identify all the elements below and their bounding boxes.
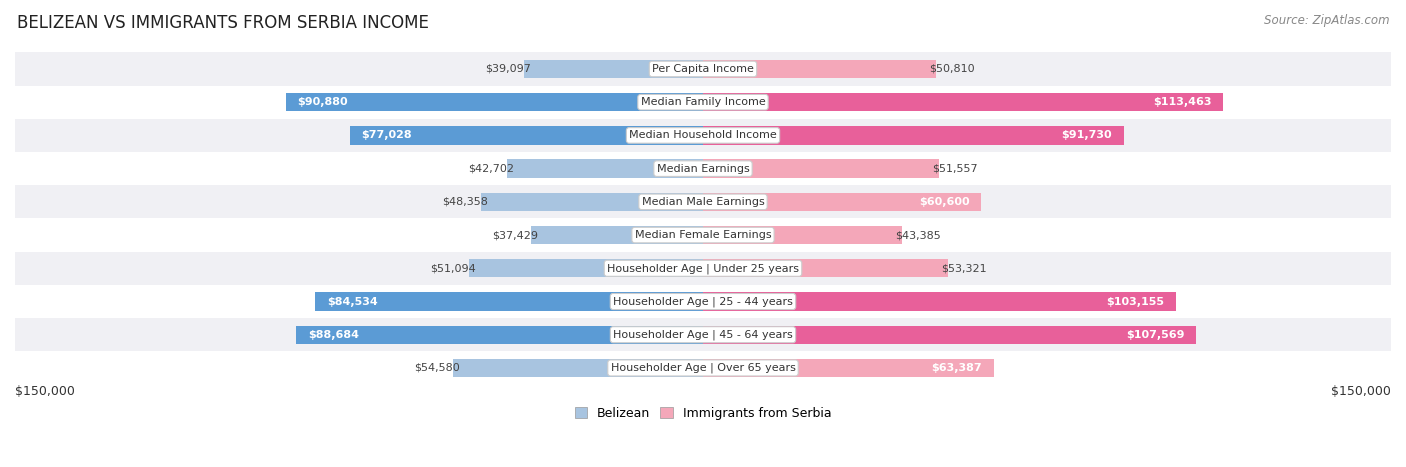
Bar: [350, 126, 703, 145]
Bar: [703, 160, 939, 178]
Bar: [15, 52, 1391, 85]
Text: Per Capita Income: Per Capita Income: [652, 64, 754, 74]
Bar: [15, 219, 1391, 252]
Text: Median Earnings: Median Earnings: [657, 163, 749, 174]
Text: $60,600: $60,600: [920, 197, 970, 207]
Text: Householder Age | 25 - 44 years: Householder Age | 25 - 44 years: [613, 296, 793, 307]
Text: $53,321: $53,321: [941, 263, 987, 273]
Bar: [297, 325, 703, 344]
Text: $88,684: $88,684: [308, 330, 359, 340]
Text: Householder Age | Under 25 years: Householder Age | Under 25 years: [607, 263, 799, 274]
Text: $54,580: $54,580: [413, 363, 460, 373]
Text: $63,387: $63,387: [932, 363, 983, 373]
Text: Median Household Income: Median Household Income: [628, 130, 778, 141]
Bar: [481, 193, 703, 211]
Text: BELIZEAN VS IMMIGRANTS FROM SERBIA INCOME: BELIZEAN VS IMMIGRANTS FROM SERBIA INCOM…: [17, 14, 429, 32]
Text: $51,557: $51,557: [932, 163, 979, 174]
Bar: [15, 85, 1391, 119]
Text: $37,429: $37,429: [492, 230, 538, 240]
Text: $103,155: $103,155: [1107, 297, 1164, 306]
Text: $39,097: $39,097: [485, 64, 530, 74]
Text: $48,358: $48,358: [443, 197, 488, 207]
Text: $42,702: $42,702: [468, 163, 515, 174]
Bar: [703, 226, 903, 244]
Bar: [468, 259, 703, 277]
Text: $91,730: $91,730: [1062, 130, 1112, 141]
Text: Median Family Income: Median Family Income: [641, 97, 765, 107]
Bar: [453, 359, 703, 377]
Text: Householder Age | Over 65 years: Householder Age | Over 65 years: [610, 363, 796, 373]
Bar: [703, 325, 1197, 344]
Text: Median Female Earnings: Median Female Earnings: [634, 230, 772, 240]
Bar: [15, 285, 1391, 318]
Text: $150,000: $150,000: [15, 385, 75, 398]
Bar: [15, 119, 1391, 152]
Bar: [15, 351, 1391, 384]
Text: Median Male Earnings: Median Male Earnings: [641, 197, 765, 207]
Text: $84,534: $84,534: [326, 297, 377, 306]
Text: $90,880: $90,880: [298, 97, 349, 107]
Legend: Belizean, Immigrants from Serbia: Belizean, Immigrants from Serbia: [569, 402, 837, 425]
Text: Source: ZipAtlas.com: Source: ZipAtlas.com: [1264, 14, 1389, 27]
Bar: [15, 152, 1391, 185]
Bar: [523, 60, 703, 78]
Bar: [703, 93, 1223, 111]
Bar: [531, 226, 703, 244]
Bar: [703, 359, 994, 377]
Bar: [15, 318, 1391, 351]
Text: $77,028: $77,028: [361, 130, 412, 141]
Bar: [703, 292, 1177, 311]
Bar: [508, 160, 703, 178]
Text: $50,810: $50,810: [929, 64, 974, 74]
Text: $113,463: $113,463: [1153, 97, 1212, 107]
Text: $150,000: $150,000: [1331, 385, 1391, 398]
Bar: [315, 292, 703, 311]
Bar: [703, 193, 981, 211]
Text: $51,094: $51,094: [430, 263, 475, 273]
Text: $107,569: $107,569: [1126, 330, 1185, 340]
Bar: [15, 252, 1391, 285]
Bar: [15, 185, 1391, 219]
Bar: [703, 126, 1123, 145]
Bar: [287, 93, 703, 111]
Bar: [703, 259, 948, 277]
Text: Householder Age | 45 - 64 years: Householder Age | 45 - 64 years: [613, 330, 793, 340]
Bar: [703, 60, 936, 78]
Text: $43,385: $43,385: [896, 230, 941, 240]
